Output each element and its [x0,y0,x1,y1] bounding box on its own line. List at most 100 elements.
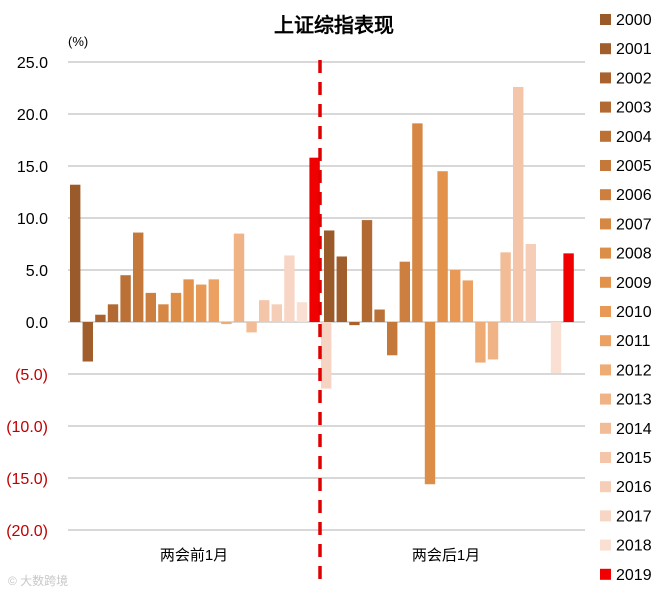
y-tick-label: 20.0 [17,107,48,124]
legend-label-2000: 2000 [616,12,652,29]
bar-2013-group-2 [487,322,499,360]
legend-label-2015: 2015 [616,450,652,467]
legend-swatch-2000 [600,14,611,25]
legend-swatch-2018 [600,539,611,551]
bar-2011-group-1 [208,279,219,322]
legend-swatch-2016 [600,481,611,493]
legend-swatch-2014 [600,422,611,434]
category-label: 两会前1月 [160,547,228,564]
legend-swatch-2009 [600,276,611,288]
legend-label-2004: 2004 [616,129,652,146]
legend-swatch-2008 [600,247,611,259]
legend-swatch-2004 [600,130,611,142]
bar-2016-group-2 [525,244,536,322]
legend-label-2012: 2012 [616,362,652,379]
y-tick-label: 10.0 [17,211,48,228]
bar-2004-group-2 [374,309,385,322]
watermark: © 大数跨境 [8,574,69,588]
bar-2002-group-2 [349,322,360,326]
bar-2019-group-2 [563,253,574,322]
bar-2005-group-2 [387,322,398,356]
legend-label-2001: 2001 [616,41,652,58]
legend-label-2009: 2009 [616,275,652,292]
bar-2000-group-1 [70,184,81,322]
y-tick-label: (15.0) [6,471,48,488]
legend-swatch-2007 [600,218,611,230]
y-tick-label: 0.0 [26,315,48,332]
legend-swatch-2017 [600,510,611,522]
bar-2002-group-1 [95,314,106,322]
legend-swatch-2012 [600,364,611,376]
legend-swatch-2006 [600,189,611,201]
legend-label-2007: 2007 [616,216,652,233]
legend-label-2017: 2017 [616,508,652,525]
category-labels: 两会前1月 两会后1月 [160,547,480,564]
y-tick-label: (10.0) [6,419,48,436]
bar-2010-group-2 [450,270,461,322]
legend-label-2018: 2018 [616,538,652,555]
legend-label-2005: 2005 [616,158,652,175]
bar-2016-group-1 [271,304,282,322]
bar-2018-group-2 [550,322,562,373]
bar-2011-group-2 [462,280,473,322]
y-tick-label: 15.0 [17,159,48,176]
chart-title: 上证综指表现 [274,13,394,37]
legend-swatch-2013 [600,393,611,405]
bar-2006-group-2 [399,261,410,322]
legend-label-2016: 2016 [616,479,652,496]
y-tick-label: (20.0) [6,523,48,540]
bar-2010-group-1 [196,284,207,322]
bar-2008-group-2 [424,322,436,485]
legend-label-2013: 2013 [616,392,652,409]
legend-swatch-2005 [600,160,611,171]
legend-label-2011: 2011 [616,333,651,350]
bar-2003-group-2 [361,220,373,322]
bar-2015-group-1 [259,300,270,322]
bar-2017-group-1 [284,255,295,322]
legend-label-2003: 2003 [616,100,652,117]
legend-swatch-2001 [600,43,611,55]
bar-2015-group-2 [513,86,524,323]
bar-2012-group-2 [475,322,486,363]
bar-2007-group-1 [158,304,169,322]
y-tick-label: 25.0 [17,55,48,72]
bar-2005-group-1 [133,232,144,322]
bar-2006-group-1 [145,292,156,322]
y-tick-label: (5.0) [15,367,48,384]
bar-2001-group-1 [82,322,93,362]
bar-2014-group-1 [246,322,257,333]
y-axis-ticks: 25.0 20.0 15.0 10.0 5.0 0.0 (5.0) (10.0) (15.0) (… [6,55,48,540]
y-tick-label: 5.0 [26,263,48,280]
legend-swatch-2003 [600,101,611,113]
unit-label: (%) [68,34,88,49]
bar-2012-group-1 [221,322,232,325]
bar-2008-group-1 [170,292,182,322]
legend-label-2008: 2008 [616,246,652,263]
legend-label-2002: 2002 [616,70,652,87]
bars [70,86,574,485]
legend-swatch-2011 [600,335,611,347]
bar-2004-group-1 [120,275,131,322]
legend-label-2010: 2010 [616,304,652,321]
bar-2000-group-2 [324,230,335,322]
bar-2017-group-2 [538,320,549,322]
category-label: 两会后1月 [412,547,480,564]
legend-swatch-2002 [600,72,611,84]
legend-swatch-2019 [600,568,611,580]
bar-2003-group-1 [107,304,119,322]
bar-2009-group-1 [183,279,194,322]
bar-2018-group-1 [296,302,308,322]
legend-label-2019: 2019 [616,567,652,584]
bar-2007-group-2 [412,123,423,322]
bar-2013-group-1 [233,233,245,322]
bar-2019-group-1 [309,157,320,322]
legend: 2000 2001 2002 2003 2004 2005 2006 2007 2008 2009… [600,12,652,584]
legend-swatch-2015 [600,452,611,463]
legend-swatch-2010 [600,306,611,317]
legend-label-2006: 2006 [616,187,652,204]
bar-extra-group-1 [321,322,332,389]
bar-2001-group-2 [336,256,347,322]
legend-label-2014: 2014 [616,421,652,438]
bar-2009-group-2 [437,171,448,322]
